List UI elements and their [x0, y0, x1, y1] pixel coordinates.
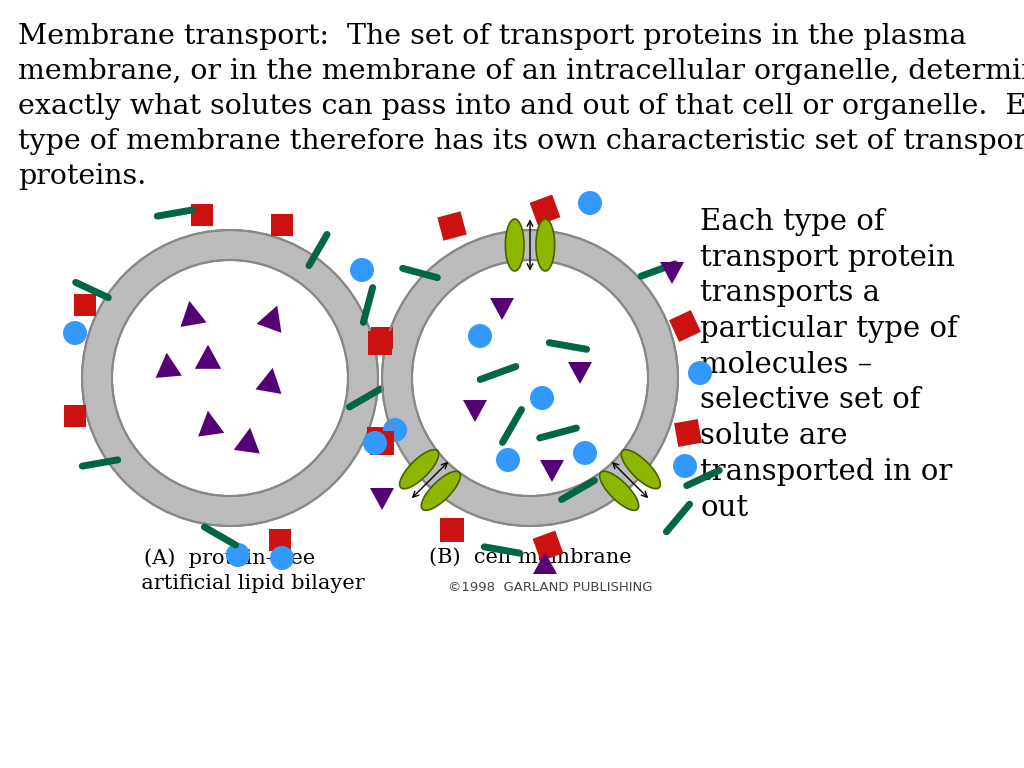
Text: Membrane transport:  The set of transport proteins in the plasma
membrane, or in: Membrane transport: The set of transport… — [18, 23, 1024, 190]
Polygon shape — [600, 472, 639, 511]
Polygon shape — [506, 219, 524, 271]
Bar — [269, 529, 291, 551]
Polygon shape — [156, 353, 182, 378]
Polygon shape — [534, 552, 557, 574]
Bar — [370, 431, 394, 455]
Polygon shape — [568, 362, 592, 384]
Polygon shape — [660, 262, 684, 284]
Bar — [371, 327, 393, 349]
Bar — [191, 204, 213, 226]
Circle shape — [673, 454, 697, 478]
Circle shape — [270, 546, 294, 570]
Circle shape — [412, 260, 648, 496]
Polygon shape — [255, 368, 282, 394]
Circle shape — [688, 361, 712, 385]
Circle shape — [362, 431, 387, 455]
Text: (A)  protein-free
       artificial lipid bilayer: (A) protein-free artificial lipid bilaye… — [95, 548, 365, 593]
Circle shape — [468, 324, 492, 348]
Circle shape — [112, 260, 348, 496]
Circle shape — [382, 230, 678, 526]
Polygon shape — [195, 345, 221, 369]
Polygon shape — [370, 488, 394, 510]
Polygon shape — [399, 449, 438, 488]
Bar — [669, 310, 701, 342]
Circle shape — [530, 386, 554, 410]
Polygon shape — [180, 301, 207, 327]
Bar — [437, 211, 467, 240]
Polygon shape — [490, 298, 514, 320]
Circle shape — [63, 321, 87, 345]
Bar — [368, 331, 392, 355]
Bar — [440, 518, 464, 542]
Polygon shape — [463, 400, 487, 422]
Bar — [367, 427, 389, 449]
Circle shape — [383, 418, 407, 442]
Polygon shape — [199, 411, 224, 436]
Bar — [74, 294, 96, 316]
Circle shape — [226, 543, 250, 567]
Circle shape — [82, 230, 378, 526]
Circle shape — [573, 441, 597, 465]
Circle shape — [578, 191, 602, 215]
Polygon shape — [540, 460, 564, 482]
Text: (B)  cell membrane: (B) cell membrane — [429, 548, 632, 567]
Text: Each type of
transport protein
transports a
particular type of
molecules –
selec: Each type of transport protein transport… — [700, 208, 957, 521]
Bar — [271, 214, 293, 236]
Circle shape — [496, 448, 520, 472]
Bar — [674, 419, 701, 447]
Circle shape — [350, 258, 374, 282]
Polygon shape — [257, 306, 282, 333]
Polygon shape — [421, 472, 461, 511]
Bar — [532, 531, 563, 561]
Text: ©1998  GARLAND PUBLISHING: ©1998 GARLAND PUBLISHING — [447, 581, 652, 594]
Polygon shape — [622, 449, 660, 488]
Polygon shape — [536, 219, 555, 271]
Bar — [63, 405, 86, 427]
Bar — [529, 194, 560, 225]
Polygon shape — [233, 428, 260, 454]
